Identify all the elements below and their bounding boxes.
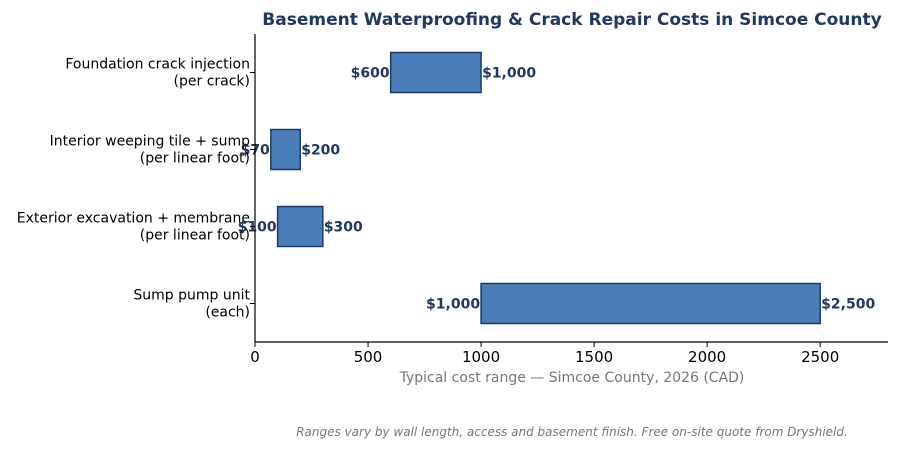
range-bar xyxy=(270,128,301,171)
high-value-label: $200 xyxy=(301,143,340,159)
category-label: Foundation crack injection (per crack) xyxy=(65,57,250,90)
y-axis: Foundation crack injection (per crack) Int… xyxy=(17,34,256,342)
low-value-label: $600 xyxy=(351,66,390,82)
low-value-label: $1,000 xyxy=(426,297,480,313)
x-tick-label: 2000 xyxy=(688,348,726,366)
category-label: Sump pump unit (each) xyxy=(133,288,250,321)
x-tick-label: 1000 xyxy=(462,348,500,366)
category-label: Exterior excavation + membrane (per linea… xyxy=(17,211,250,244)
x-axis-label: Typical cost range — Simcoe County, 2026… xyxy=(399,370,745,386)
x-tick-label: 1500 xyxy=(575,348,613,366)
footnote: Ranges vary by wall length, access and b… xyxy=(296,425,848,439)
high-value-label: $1,000 xyxy=(482,66,536,82)
bars-group: $600 $1,000$70 $200$100 $300$1,000 $2,500 xyxy=(238,51,875,325)
high-value-label: $2,500 xyxy=(821,297,875,313)
x-tick-label: 0 xyxy=(250,348,260,366)
chart-title: Basement Waterproofing & Crack Repair Co… xyxy=(262,10,881,30)
range-bar xyxy=(276,205,324,248)
range-bar xyxy=(389,51,482,94)
high-value-label: $300 xyxy=(324,220,363,236)
range-bar xyxy=(480,282,821,325)
x-axis: 0 500 1000 1500 2000 2500 xyxy=(250,341,888,366)
category-label: Interior weeping tile + sump (per linear … xyxy=(50,134,251,167)
low-value-label: $100 xyxy=(238,220,277,236)
x-tick-label: 500 xyxy=(354,348,383,366)
x-tick-label: 2500 xyxy=(801,348,839,366)
